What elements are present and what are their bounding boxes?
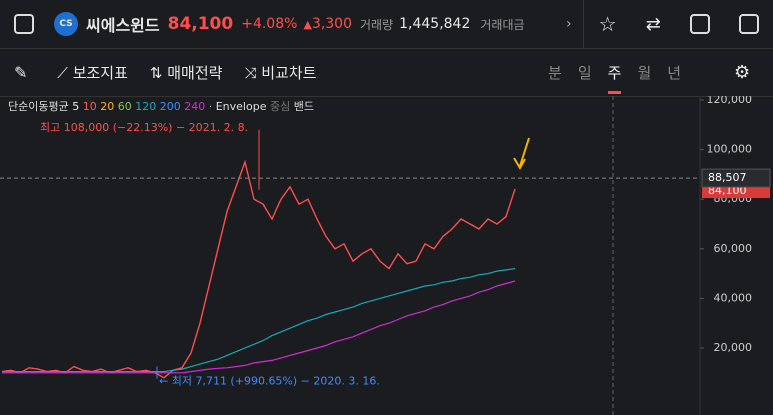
- more[interactable]: ›: [566, 16, 572, 32]
- crosshair-label: 88,507: [708, 171, 747, 184]
- legend-period: 20: [100, 100, 114, 113]
- panel[interactable]: [739, 14, 760, 34]
- amount-label: 거래대금: [480, 17, 525, 32]
- up-arrow: ▲: [303, 17, 312, 31]
- period-tab[interactable]: 주: [607, 62, 622, 94]
- sidebar-button[interactable]: [14, 14, 34, 34]
- legend-period: 200: [160, 100, 181, 113]
- legend-period: 60: [118, 100, 132, 113]
- header: CS 씨에스윈드 84,100 +4.08% ▲ 3,300 거래량 1,445…: [0, 0, 773, 49]
- notes[interactable]: [690, 14, 711, 34]
- volume-label: 거래량: [360, 17, 394, 32]
- strategy-text: 매매전략: [167, 63, 223, 82]
- legend-period: 5: [72, 100, 79, 113]
- series-line: [2, 268, 516, 373]
- settings[interactable]: ⚙: [734, 61, 751, 83]
- high-annotation: 최고 108,000 (−22.13%) − 2021. 2. 8.: [40, 121, 248, 134]
- series-line: [1, 159, 516, 379]
- legend-period: 10: [83, 100, 97, 113]
- low-annotation: ← 최저 7,711 (+990.65%) − 2020. 3. 16.: [159, 374, 380, 387]
- indicators[interactable]: ⟋ 보조지표: [57, 63, 128, 82]
- draw-button[interactable]: ✎: [14, 62, 28, 82]
- price: 84,100: [167, 14, 234, 34]
- legend-envelope: · Envelope: [209, 100, 267, 113]
- volume: 1,445,842: [399, 16, 471, 32]
- legend-band: 밴드: [294, 100, 314, 113]
- swap[interactable]: ⇄: [645, 13, 661, 35]
- legend-period: 240: [184, 100, 205, 113]
- period-tab[interactable]: 년: [667, 63, 682, 82]
- y-tick-label: 120,000: [707, 96, 753, 106]
- y-tick-label: 40,000: [714, 291, 753, 304]
- y-tick-label: 20,000: [714, 341, 753, 354]
- period-tab[interactable]: 분: [548, 63, 562, 82]
- period-tab[interactable]: 월: [637, 63, 652, 82]
- y-tick-label: 100,000: [707, 143, 753, 156]
- compare[interactable]: ⤨ 비교차트: [244, 63, 317, 82]
- chart: 20,00040,00060,00080,000100,000120,000단순…: [0, 96, 771, 415]
- logo: CS: [54, 12, 78, 36]
- change: 3,300: [311, 16, 352, 32]
- legend-center: 중심: [270, 100, 290, 113]
- period-tab[interactable]: 일: [577, 63, 592, 82]
- arrow: [513, 137, 530, 170]
- stock-name: 씨에스윈드: [86, 16, 160, 35]
- header-actions: ☆ ⇄: [583, 0, 773, 48]
- compare-text: 비교차트: [261, 63, 317, 82]
- favorite[interactable]: ☆: [598, 12, 617, 36]
- y-tick-label: 60,000: [714, 242, 753, 255]
- legend-label: 단순이동평균: [8, 100, 69, 113]
- series-line: [2, 280, 516, 374]
- change-pct: +4.08%: [241, 16, 298, 32]
- crosshair-tag: [701, 168, 771, 188]
- legend-period: 120: [135, 100, 156, 113]
- indicators-text: 보조지표: [72, 63, 128, 82]
- strategy[interactable]: ⇅ 매매전략: [149, 63, 223, 82]
- legend: 단순이동평균 5 10 20 60 120 200 240 · Envelope…: [8, 100, 314, 113]
